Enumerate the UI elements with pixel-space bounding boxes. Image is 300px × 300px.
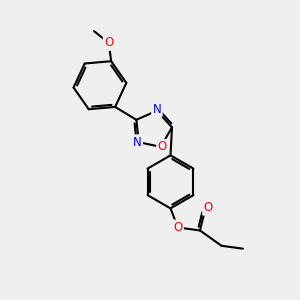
Text: O: O <box>204 201 213 214</box>
Text: O: O <box>173 221 182 234</box>
Text: N: N <box>133 136 142 149</box>
Text: O: O <box>158 140 167 153</box>
Text: N: N <box>152 103 161 116</box>
Text: O: O <box>104 36 113 50</box>
